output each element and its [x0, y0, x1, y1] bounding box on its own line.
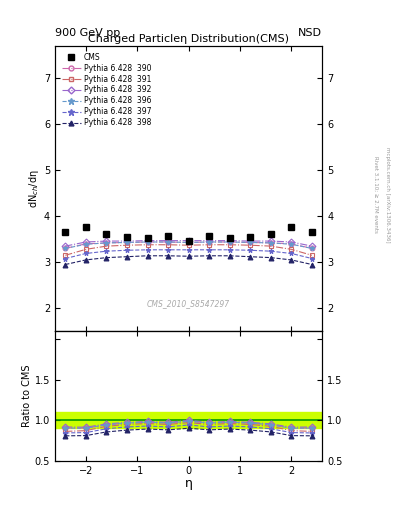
Text: CMS_2010_S8547297: CMS_2010_S8547297 — [147, 300, 230, 308]
Text: Rivet 3.1.10; ≥ 2.7M events: Rivet 3.1.10; ≥ 2.7M events — [373, 156, 378, 233]
Title: Charged Particleη Distribution(CMS): Charged Particleη Distribution(CMS) — [88, 34, 289, 44]
Legend: CMS, Pythia 6.428  390, Pythia 6.428  391, Pythia 6.428  392, Pythia 6.428  396,: CMS, Pythia 6.428 390, Pythia 6.428 391,… — [62, 53, 151, 127]
Text: NSD: NSD — [298, 28, 322, 38]
Text: mcplots.cern.ch [arXiv:1306.3436]: mcplots.cern.ch [arXiv:1306.3436] — [385, 147, 389, 242]
Y-axis label: dN$_{ch}$/dη: dN$_{ch}$/dη — [27, 169, 41, 208]
Text: 900 GeV pp: 900 GeV pp — [55, 28, 120, 38]
Y-axis label: Ratio to CMS: Ratio to CMS — [22, 365, 32, 427]
Bar — [55, 412, 322, 429]
X-axis label: η: η — [185, 477, 193, 490]
